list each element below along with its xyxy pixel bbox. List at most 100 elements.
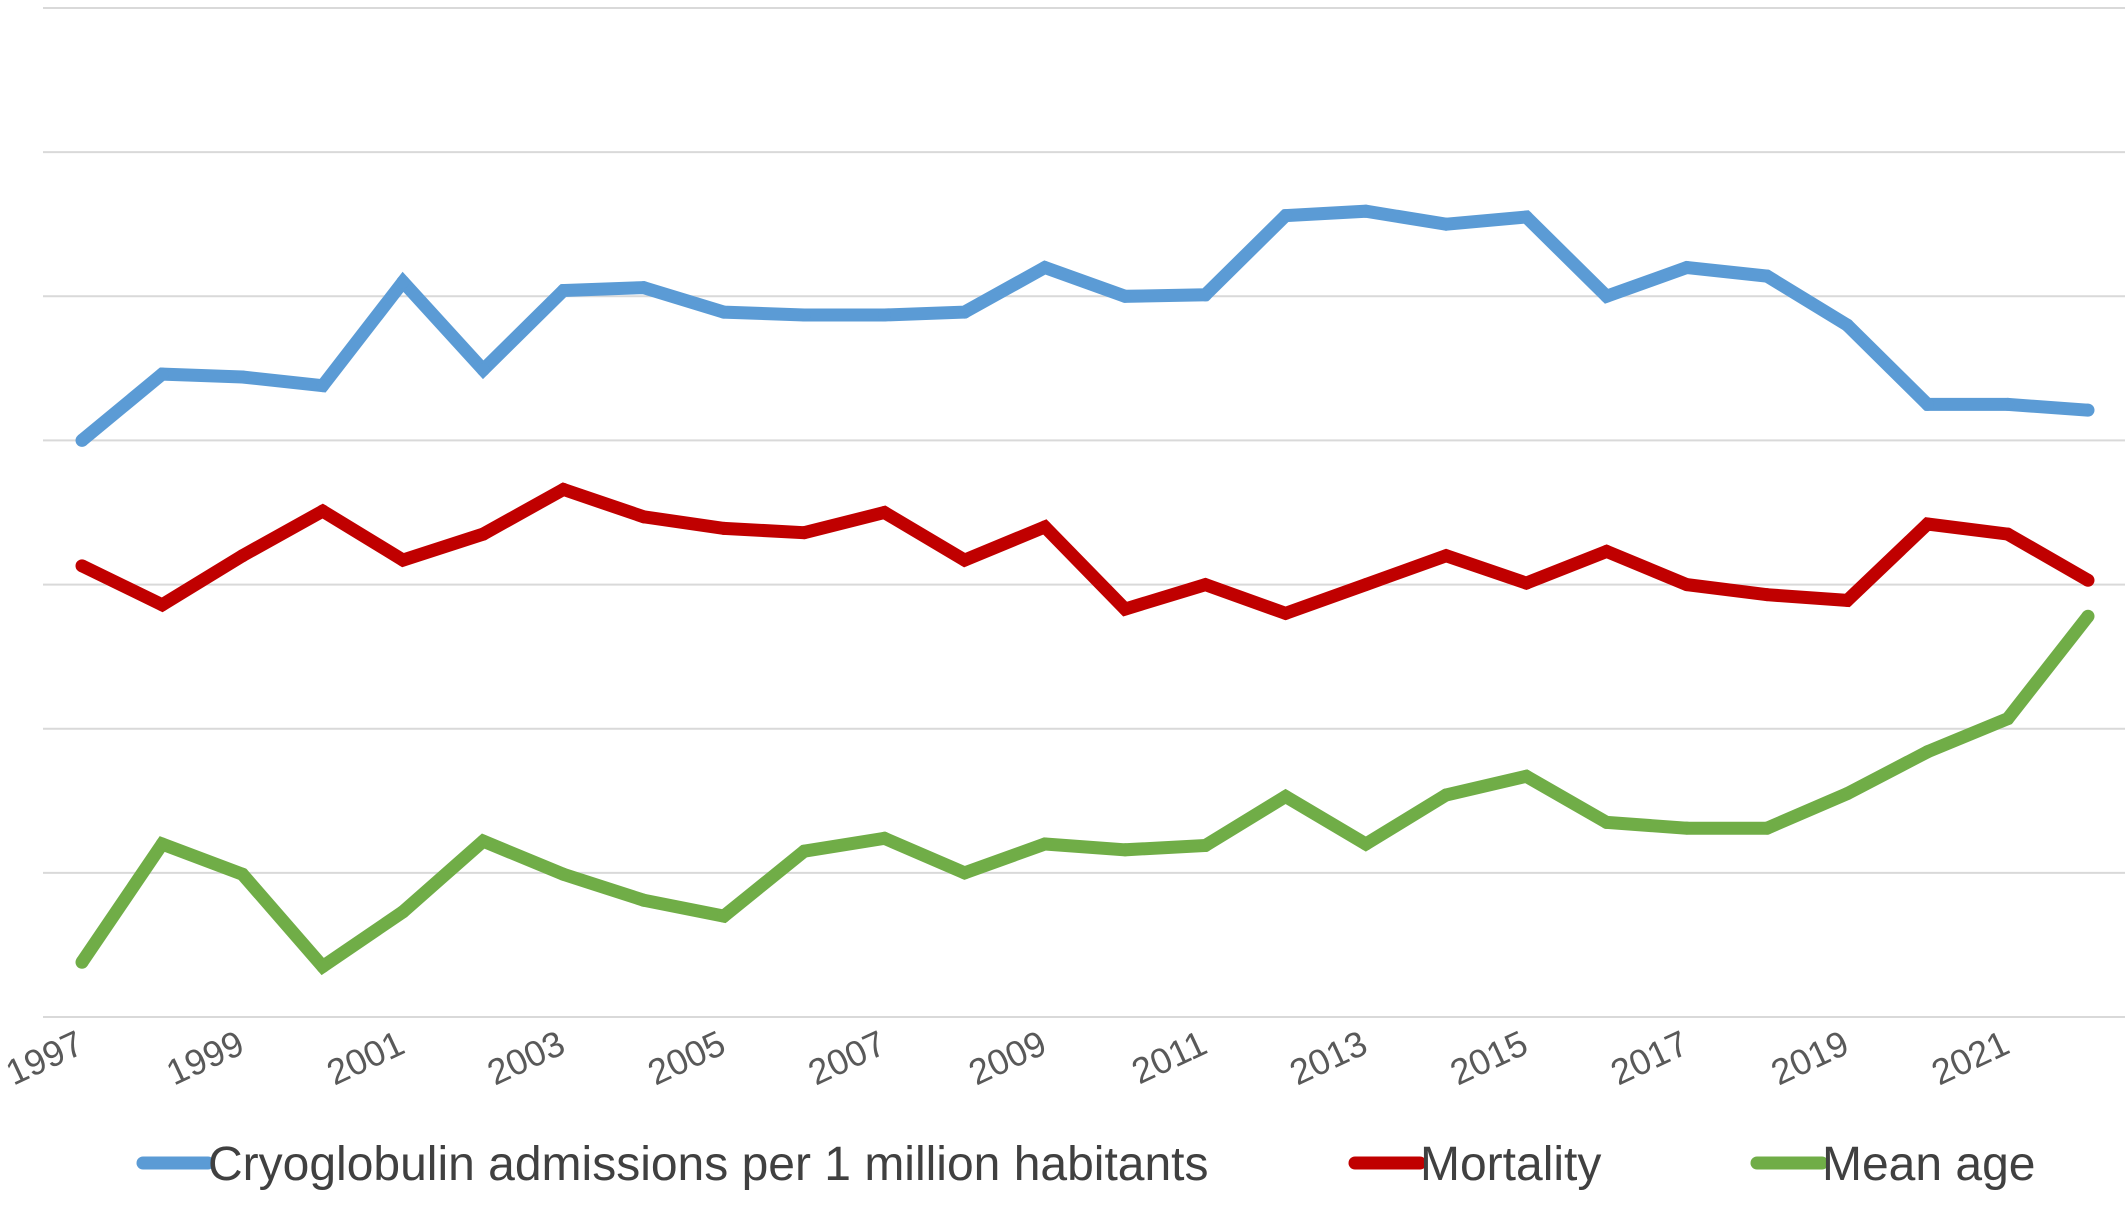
data-point-2015 [1519, 576, 1533, 590]
data-point-2016 [1600, 544, 1614, 558]
legend: Cryoglobulin admissions per 1 million ha… [136, 1138, 2036, 1191]
data-point-2005 [717, 909, 731, 923]
data-point-2021 [2001, 527, 2015, 541]
series-line-1 [77, 204, 2089, 446]
data-point-2003 [556, 867, 570, 881]
series-1 [75, 204, 2095, 447]
data-point-2007 [877, 831, 891, 845]
data-point-1997 [75, 955, 89, 969]
data-point-2003 [556, 284, 570, 298]
data-point-2022 [2081, 403, 2095, 417]
data-point-2019 [1840, 593, 1854, 607]
data-point-2009 [1038, 260, 1052, 274]
series-line-3 [76, 612, 2094, 976]
data-point-2005 [717, 521, 731, 535]
data-point-2018 [1760, 821, 1774, 835]
data-point-1997 [75, 559, 89, 573]
data-point-2008 [958, 305, 972, 319]
x-tick-label-2007: 2007 [802, 1022, 892, 1093]
data-point-2006 [797, 308, 811, 322]
data-point-2010 [1118, 602, 1132, 616]
data-point-2018 [1760, 269, 1774, 283]
data-point-2001 [396, 275, 410, 289]
data-point-2015 [1519, 769, 1533, 783]
data-point-1999 [235, 549, 249, 563]
data-point-1999 [235, 370, 249, 384]
x-tick-label-1999: 1999 [160, 1022, 250, 1093]
data-point-2020 [1921, 745, 1935, 759]
data-point-2002 [476, 527, 490, 541]
data-point-2010 [1118, 289, 1132, 303]
series-line-2 [79, 482, 2092, 621]
data-point-2014 [1439, 549, 1453, 563]
data-point-2007 [877, 506, 891, 519]
data-point-2013 [1359, 837, 1373, 851]
data-point-1998 [155, 598, 169, 612]
data-point-2003 [556, 482, 570, 496]
legend-label-1: Cryoglobulin admissions per 1 million ha… [208, 1138, 1209, 1191]
data-point-2011 [1198, 838, 1212, 852]
data-point-2000 [316, 504, 330, 518]
data-point-2014 [1439, 788, 1453, 802]
data-point-2022 [2081, 573, 2095, 587]
data-point-2019 [1840, 787, 1854, 801]
x-tick-label-2005: 2005 [641, 1022, 731, 1093]
series-2 [75, 482, 2095, 621]
x-axis-tick-labels: 1997 1999 2001 2003 2005 2007 2009 2011 2013 2015… [0, 1022, 2015, 1093]
data-point-2020 [1921, 397, 1935, 411]
data-point-2001 [396, 905, 410, 919]
data-point-2001 [396, 553, 410, 567]
data-point-2012 [1279, 789, 1293, 803]
data-point-2006 [797, 526, 811, 540]
data-point-2010 [1118, 843, 1132, 857]
data-point-2017 [1680, 821, 1694, 835]
data-point-2011 [1198, 288, 1212, 302]
data-point-2008 [958, 866, 972, 880]
series-lines [75, 204, 2095, 976]
x-tick-label-2003: 2003 [481, 1022, 571, 1093]
x-tick-label-2013: 2013 [1283, 1022, 1373, 1093]
data-point-2002 [476, 834, 490, 848]
data-point-2004 [637, 510, 651, 524]
data-point-1998 [155, 837, 169, 851]
data-point-1998 [155, 367, 169, 381]
data-point-2021 [2001, 397, 2015, 411]
data-point-2008 [958, 553, 972, 567]
data-point-2017 [1680, 578, 1694, 592]
data-point-2017 [1680, 260, 1694, 274]
gridlines [43, 7, 2125, 1018]
data-point-2013 [1359, 578, 1373, 592]
x-tick-label-2017: 2017 [1604, 1022, 1694, 1093]
data-point-2002 [476, 363, 490, 377]
x-tick-label-2009: 2009 [962, 1022, 1052, 1093]
data-point-2004 [637, 893, 651, 907]
x-tick-label-2015: 2015 [1444, 1022, 1534, 1093]
data-point-2000 [316, 379, 330, 393]
data-point-2014 [1439, 217, 1453, 231]
data-point-2000 [316, 960, 330, 974]
data-point-2018 [1760, 588, 1774, 602]
data-point-2013 [1359, 204, 1373, 218]
x-tick-label-2021: 2021 [1925, 1022, 2015, 1093]
data-point-2020 [1921, 517, 1935, 531]
series-3 [75, 609, 2095, 976]
x-tick-label-2011: 2011 [1125, 1022, 1212, 1092]
x-tick-label-2019: 2019 [1765, 1022, 1855, 1093]
data-point-2006 [797, 844, 811, 858]
data-point-2009 [1038, 520, 1052, 534]
data-point-2019 [1840, 318, 1854, 332]
data-point-2021 [2001, 712, 2015, 726]
data-point-2012 [1279, 606, 1293, 620]
data-point-2016 [1600, 815, 1614, 829]
data-point-2007 [877, 308, 891, 322]
legend-label-3: Mean age [1822, 1138, 2036, 1191]
data-point-1997 [75, 433, 89, 447]
data-point-2005 [717, 305, 731, 319]
data-point-2015 [1519, 210, 1533, 224]
data-point-2009 [1038, 837, 1052, 851]
data-point-2016 [1600, 289, 1614, 303]
data-point-2022 [2081, 609, 2095, 623]
legend-label-2: Mortality [1420, 1138, 1601, 1191]
